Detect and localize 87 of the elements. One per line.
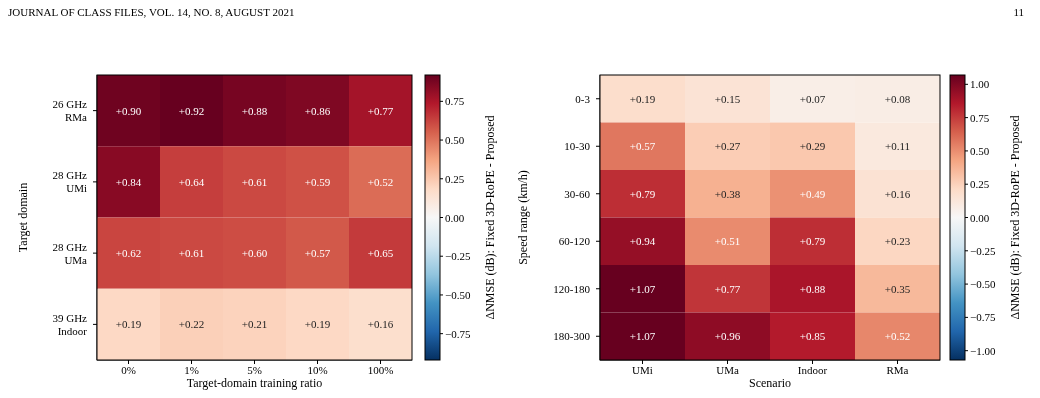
text: 11 xyxy=(1013,6,1024,18)
x-axis-title: Scenario xyxy=(749,376,791,390)
data-label: +0.84 xyxy=(115,175,142,188)
data-label: +0.60 xyxy=(241,247,268,260)
x-tick-label: 10% xyxy=(307,363,328,376)
data-label: +0.22 xyxy=(178,318,205,331)
text: JOURNAL OF CLASS FILES, VOL. 14, NO. 8, AUGUST 2021 xyxy=(8,6,295,18)
data-label: +0.77 xyxy=(367,104,394,117)
y-tick-label: 30-60 xyxy=(564,187,591,200)
data-label: +0.19 xyxy=(115,318,142,331)
data-label: +0.77 xyxy=(714,282,741,295)
data-label: +0.59 xyxy=(304,175,331,188)
data-label: +0.96 xyxy=(714,330,741,343)
data-label: +0.64 xyxy=(178,175,205,188)
data-label: +0.15 xyxy=(714,92,741,105)
data-label: +0.21 xyxy=(241,318,268,331)
color-bar-label: 0.50 xyxy=(445,134,465,147)
color-bar-label: 0.00 xyxy=(445,211,465,224)
x-tick-label: Indoor xyxy=(797,363,828,376)
data-label: +0.94 xyxy=(629,235,656,248)
data-label: +0.07 xyxy=(799,92,826,105)
data-label: +0.62 xyxy=(115,247,142,260)
data-label: +0.38 xyxy=(714,187,741,200)
color-bar-title: ΔNMSE (dB): Fixed 3D-RoPE - Proposed xyxy=(483,115,497,320)
y-tick-label: 10-30 xyxy=(564,140,591,153)
color-bar-label: −1.00 xyxy=(970,344,996,357)
color-bar-label: 0.00 xyxy=(970,211,990,224)
color-bar-label: −0.25 xyxy=(970,244,996,257)
data-label: +0.86 xyxy=(304,104,331,117)
x-axis-title: Target-domain training ratio xyxy=(186,376,323,390)
x-tick-label: 0% xyxy=(121,363,136,376)
data-label: +0.79 xyxy=(629,187,656,200)
x-tick-label: 5% xyxy=(247,363,262,376)
data-label: +0.61 xyxy=(178,247,205,260)
y-tick-label: 120-180 xyxy=(553,282,591,295)
data-label: +0.08 xyxy=(884,92,911,105)
data-label: +0.57 xyxy=(304,247,331,260)
data-label: +0.11 xyxy=(884,140,911,153)
data-label: +0.19 xyxy=(629,92,656,105)
y-axis-title: Target domain xyxy=(16,182,31,253)
color-bar-label: −0.75 xyxy=(445,327,471,340)
data-label: +0.90 xyxy=(115,104,142,117)
data-label: +0.65 xyxy=(367,247,394,260)
y-tick-label: 28 GHz UMi xyxy=(52,169,88,195)
color-bar-label: −0.75 xyxy=(970,311,996,324)
data-label: +0.57 xyxy=(629,140,656,153)
color-bar-label: −0.25 xyxy=(445,250,471,263)
x-tick-label: RMa xyxy=(886,363,909,376)
data-label: +0.85 xyxy=(799,330,826,343)
data-label: +0.92 xyxy=(178,104,205,117)
data-label: +1.07 xyxy=(629,330,656,343)
data-label: +0.23 xyxy=(884,235,911,248)
y-tick-label: 0-3 xyxy=(575,92,591,105)
y-axis-title: Speed range (km/h) xyxy=(516,170,531,265)
data-label: +0.52 xyxy=(884,330,911,343)
data-label: +1.07 xyxy=(629,282,656,295)
y-tick-label: 26 GHz RMa xyxy=(52,98,88,124)
color-bar-label: 1.00 xyxy=(970,78,990,91)
y-tick-label: 60-120 xyxy=(558,235,591,248)
data-label: +0.16 xyxy=(884,187,911,200)
data-label: +0.27 xyxy=(714,140,741,153)
data-label: +0.19 xyxy=(304,318,331,331)
x-tick-label: 1% xyxy=(184,363,199,376)
data-label: +0.52 xyxy=(367,175,394,188)
data-label: +0.61 xyxy=(241,175,268,188)
color-bar-title: ΔNMSE (dB): Fixed 3D-RoPE - Proposed xyxy=(1008,115,1022,320)
data-label: +0.29 xyxy=(799,140,826,153)
color-bar-label: 0.50 xyxy=(970,144,990,157)
color-bar-label: 0.75 xyxy=(445,95,465,108)
data-label: +0.88 xyxy=(241,104,268,117)
data-label: +0.88 xyxy=(799,282,826,295)
x-tick-label: UMa xyxy=(716,363,739,376)
y-tick-label: 39 GHz Indoor xyxy=(52,311,88,337)
y-tick-label: 180-300 xyxy=(553,330,591,343)
color-bar-label: −0.50 xyxy=(445,288,471,301)
data-label: +0.51 xyxy=(714,235,741,248)
color-bar-label: −0.50 xyxy=(970,278,996,291)
x-tick-label: UMi xyxy=(632,363,653,376)
data-label: +0.16 xyxy=(367,318,394,331)
data-label: +0.79 xyxy=(799,235,826,248)
x-tick-label: 100% xyxy=(367,363,394,376)
y-tick-label: 28 GHz UMa xyxy=(52,240,88,266)
color-bar-label: 0.25 xyxy=(970,178,990,191)
color-bar-label: 0.25 xyxy=(445,172,465,185)
data-label: +0.35 xyxy=(884,282,911,295)
color-bar-label: 0.75 xyxy=(970,111,990,124)
data-label: +0.49 xyxy=(799,187,826,200)
